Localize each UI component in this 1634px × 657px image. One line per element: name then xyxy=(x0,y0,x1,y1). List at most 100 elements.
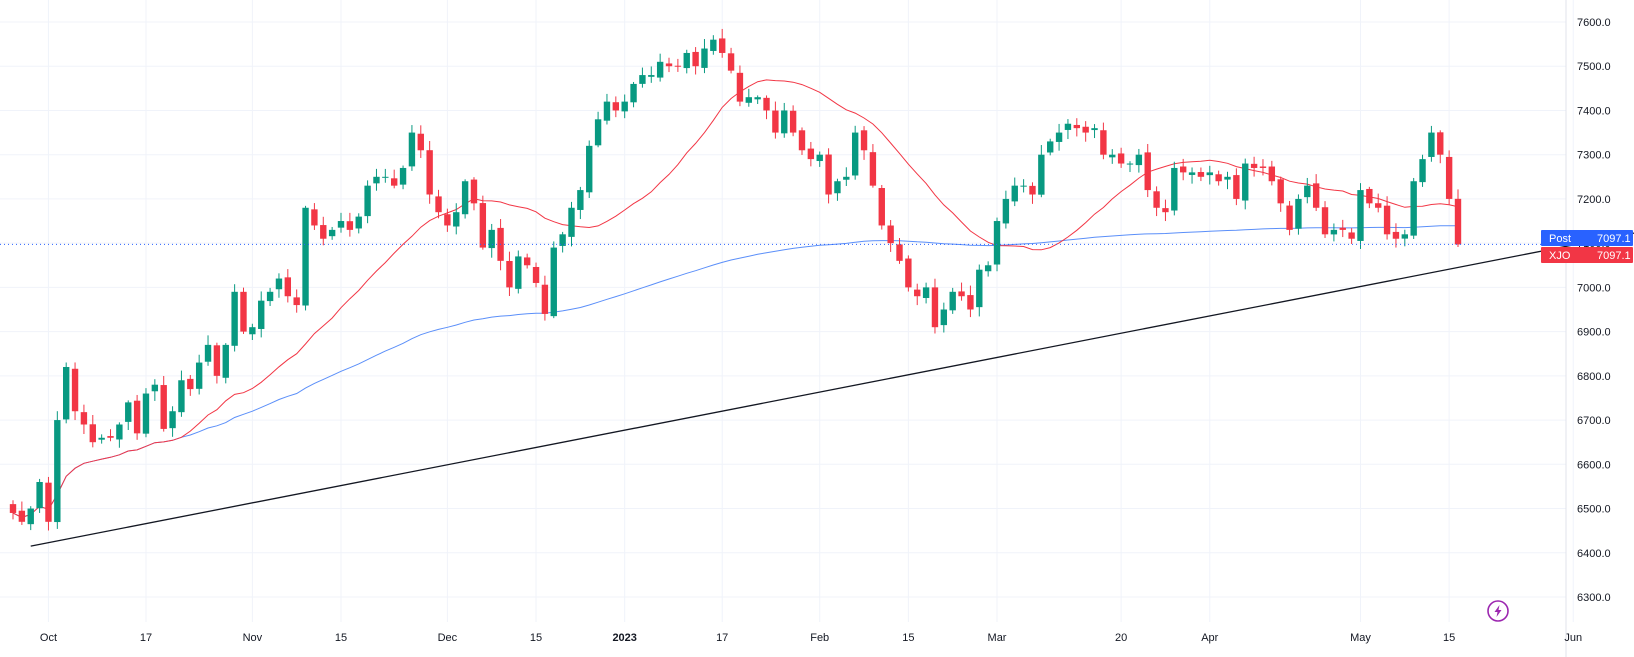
candle-body xyxy=(1109,154,1116,158)
candle xyxy=(506,251,513,297)
candle-body xyxy=(674,65,682,67)
candle xyxy=(187,374,194,396)
candle xyxy=(461,179,469,219)
candle-body xyxy=(798,130,806,151)
candle xyxy=(133,394,141,440)
candle-body xyxy=(116,424,123,440)
candle-body xyxy=(701,48,708,68)
candle xyxy=(719,28,726,58)
candle-body xyxy=(178,380,185,413)
candle-body xyxy=(967,295,974,310)
candle-body xyxy=(258,300,265,329)
candle xyxy=(586,140,593,198)
candle-body xyxy=(355,216,362,229)
candle-body xyxy=(453,212,460,227)
candle xyxy=(648,66,655,83)
candle-body xyxy=(851,132,859,176)
x-tick-label: 15 xyxy=(902,632,914,644)
lightning-icon[interactable] xyxy=(1487,600,1509,622)
candle xyxy=(860,126,868,160)
candle-body xyxy=(807,148,815,160)
candle xyxy=(399,165,407,190)
candle xyxy=(71,362,79,421)
candle xyxy=(1454,189,1462,248)
x-tick-label: Mar xyxy=(988,632,1007,644)
ma20-layer xyxy=(12,79,1459,518)
candle xyxy=(1242,158,1249,210)
y-tick-label: 7400.0 xyxy=(1577,105,1611,117)
candle xyxy=(754,95,761,104)
post-badge-label: Post xyxy=(1549,233,1571,245)
candle-body xyxy=(993,221,1001,265)
candle-body xyxy=(151,384,159,392)
candle-body xyxy=(1295,198,1302,229)
candles-layer xyxy=(9,28,1462,531)
x-tick-label: 2023 xyxy=(612,632,636,644)
candle-body xyxy=(408,132,416,167)
candle xyxy=(1064,119,1072,140)
candle-body xyxy=(18,510,26,522)
candle xyxy=(470,177,478,211)
candle-body xyxy=(62,367,70,420)
candle xyxy=(1259,159,1267,176)
candle-body xyxy=(382,176,389,178)
x-tick-label: Nov xyxy=(243,632,263,644)
candle xyxy=(843,167,850,187)
candle-body xyxy=(905,258,912,288)
candle-body xyxy=(266,291,274,302)
candle xyxy=(80,404,88,435)
candle xyxy=(240,287,247,334)
candle-body xyxy=(532,266,540,283)
candle xyxy=(559,231,566,253)
y-tick-label: 6700.0 xyxy=(1577,415,1611,427)
candle-body xyxy=(461,181,469,215)
candle-body xyxy=(931,287,939,328)
candle xyxy=(116,422,123,448)
candle-body xyxy=(399,167,407,185)
candle-body xyxy=(1312,183,1320,208)
candle-body xyxy=(665,63,673,67)
candle xyxy=(532,262,540,288)
candle xyxy=(1029,182,1036,204)
candle-body xyxy=(1162,208,1169,213)
candle-body xyxy=(692,51,699,67)
candle-body xyxy=(1020,185,1027,187)
candle-body xyxy=(612,102,620,111)
candle-body xyxy=(860,130,868,151)
candle-body xyxy=(515,256,522,289)
candle-body xyxy=(1410,181,1417,236)
x-tick-label: Dec xyxy=(438,632,458,644)
candle-body xyxy=(976,269,983,308)
candle xyxy=(701,39,708,74)
y-tick-label: 7500.0 xyxy=(1577,61,1611,73)
candle-body xyxy=(1144,152,1151,191)
candle xyxy=(1437,130,1444,164)
candle-body xyxy=(213,345,221,376)
candle xyxy=(435,189,442,219)
candle-body xyxy=(816,154,823,162)
candle xyxy=(621,94,628,119)
candle-body xyxy=(45,482,52,522)
candle xyxy=(1366,186,1373,209)
candle xyxy=(408,125,416,171)
candle-body xyxy=(1206,172,1213,176)
candle-body xyxy=(550,247,557,317)
candle xyxy=(1445,150,1453,205)
candle xyxy=(1215,170,1222,186)
candle xyxy=(577,186,584,220)
candle-body xyxy=(133,400,141,434)
candle-body xyxy=(878,188,885,226)
x-tick-label: May xyxy=(1350,632,1371,644)
candle xyxy=(515,250,522,294)
candle-body xyxy=(1100,130,1107,155)
candle-body xyxy=(869,152,877,186)
candle xyxy=(275,273,283,298)
candle xyxy=(1330,223,1338,242)
candle xyxy=(851,125,859,180)
candle-body xyxy=(1348,232,1355,239)
candle xyxy=(1020,179,1027,193)
candle xyxy=(905,255,912,292)
x-tick-label: 20 xyxy=(1115,632,1127,644)
candle-body xyxy=(71,368,79,412)
